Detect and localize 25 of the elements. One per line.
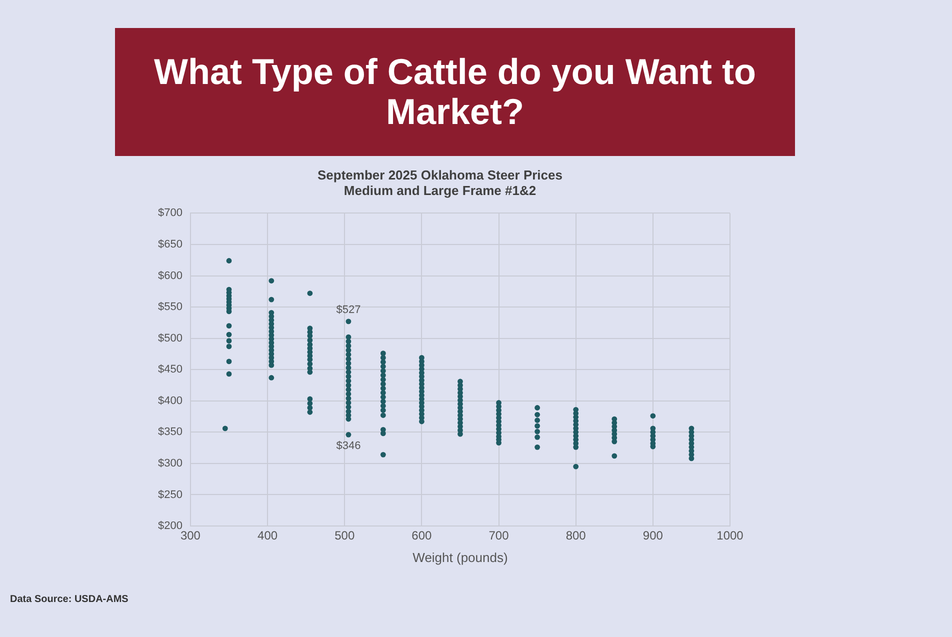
x-tick-label: 300 xyxy=(180,528,201,543)
x-tick-label: 800 xyxy=(566,528,586,543)
y-tick-label: $250 xyxy=(158,488,182,501)
source-note: Data Source: USDA-AMS xyxy=(10,594,128,605)
x-axis-title: Weight (pounds) xyxy=(412,550,508,565)
x-tick-label: 500 xyxy=(334,528,355,543)
y-tick-label: $600 xyxy=(158,270,182,282)
x-tick-label: 600 xyxy=(412,528,432,543)
x-tick-label: 400 xyxy=(258,528,278,543)
x-tick-label: 900 xyxy=(642,528,664,543)
y-tick-label: $400 xyxy=(158,394,182,407)
annotation: $527 xyxy=(336,304,361,316)
chart-subtitle: September 2025 Oklahoma Steer Prices Medium and Large Frame #1&2 xyxy=(318,167,562,198)
y-tick-label: $500 xyxy=(158,332,182,344)
y-tick-label: $700 xyxy=(158,207,182,220)
x-tick-label: 700 xyxy=(488,528,510,543)
y-tick-label: $550 xyxy=(158,301,182,314)
y-tick-label: $450 xyxy=(158,364,182,376)
chart-title: What Type of Cattle do you Want to Market? xyxy=(153,50,757,132)
y-tick-label: $350 xyxy=(158,426,182,438)
annotation: $346 xyxy=(336,440,361,452)
y-tick-label: $300 xyxy=(158,457,182,470)
y-tick-label: $200 xyxy=(158,520,182,532)
x-tick-label: 1000 xyxy=(716,528,744,543)
y-tick-label: $650 xyxy=(158,238,182,251)
